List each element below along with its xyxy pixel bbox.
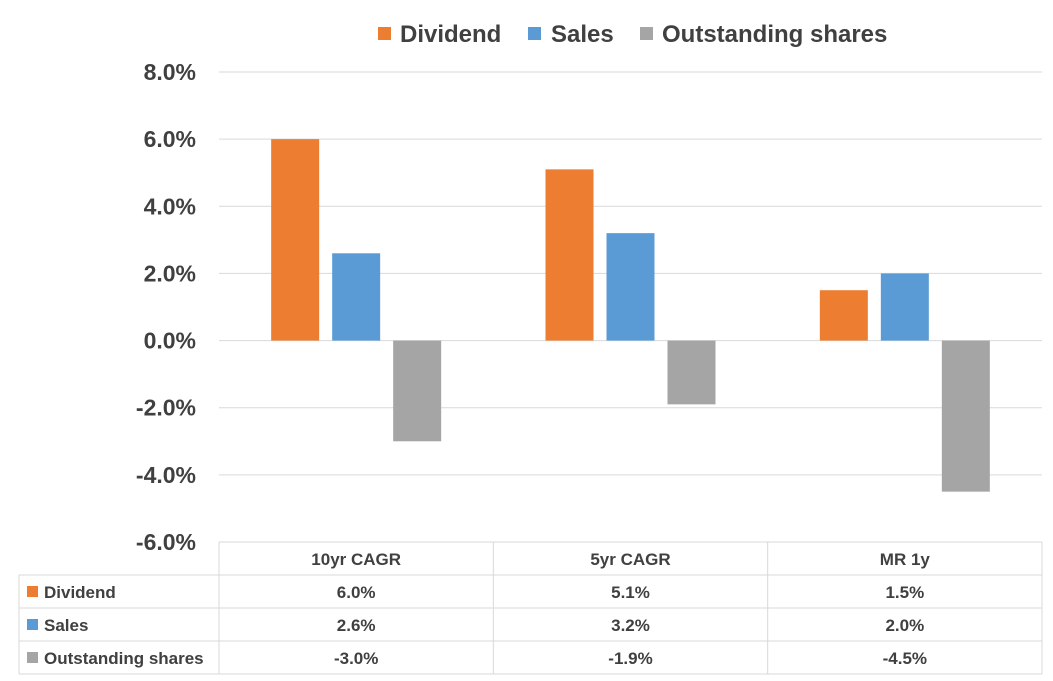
y-tick-label: 8.0% [144,59,196,85]
data-label: 2.6% [337,616,376,635]
bar [332,253,381,341]
data-label: 2.0% [885,616,924,635]
data-label: -4.5% [883,649,927,668]
legend-swatch-3 [640,27,653,40]
y-axis-ticks: 8.0% 6.0% 4.0% 2.0% 0.0% -2.0% -4.0% -6.0% [136,59,196,555]
table-row-label: Dividend [44,583,116,602]
x-tick-label: 5yr CAGR [590,550,670,569]
table-legend-key [27,586,38,597]
bar [941,340,990,492]
bar [545,169,594,341]
bar [880,273,929,341]
legend-label-1: Dividend [400,21,501,48]
data-label: -1.9% [608,649,652,668]
table-row-label: Sales [44,616,88,635]
x-tick-label: MR 1y [880,550,931,569]
data-label: 6.0% [337,583,376,602]
bar [393,340,442,442]
bar [667,340,716,405]
legend: Dividend Sales Outstanding shares [378,21,887,48]
bar [819,290,868,341]
y-tick-label: 6.0% [144,126,196,152]
data-table: 10yr CAGR 5yr CAGR MR 1y Dividend 6.0% 5.1% 1.… [18,541,1043,675]
y-tick-label: 4.0% [144,193,196,219]
table-legend-key [27,652,38,663]
table-legend-key [27,619,38,630]
data-label: 1.5% [885,583,924,602]
data-label: 5.1% [611,583,650,602]
bar [271,139,320,341]
x-tick-label: 10yr CAGR [311,550,401,569]
y-tick-label: 2.0% [144,260,196,286]
legend-swatch-2 [528,27,541,40]
y-tick-label: 0.0% [144,328,196,354]
y-tick-label: -6.0% [136,529,196,555]
bars [271,139,990,492]
bar [606,233,655,341]
y-tick-label: -2.0% [136,395,196,421]
data-label: -3.0% [334,649,378,668]
legend-label-3: Outstanding shares [662,21,887,48]
legend-swatch-1 [378,27,391,40]
table-row-label: Outstanding shares [44,649,204,668]
y-tick-label: -4.0% [136,462,196,488]
data-label: 3.2% [611,616,650,635]
legend-label-2: Sales [551,21,614,48]
